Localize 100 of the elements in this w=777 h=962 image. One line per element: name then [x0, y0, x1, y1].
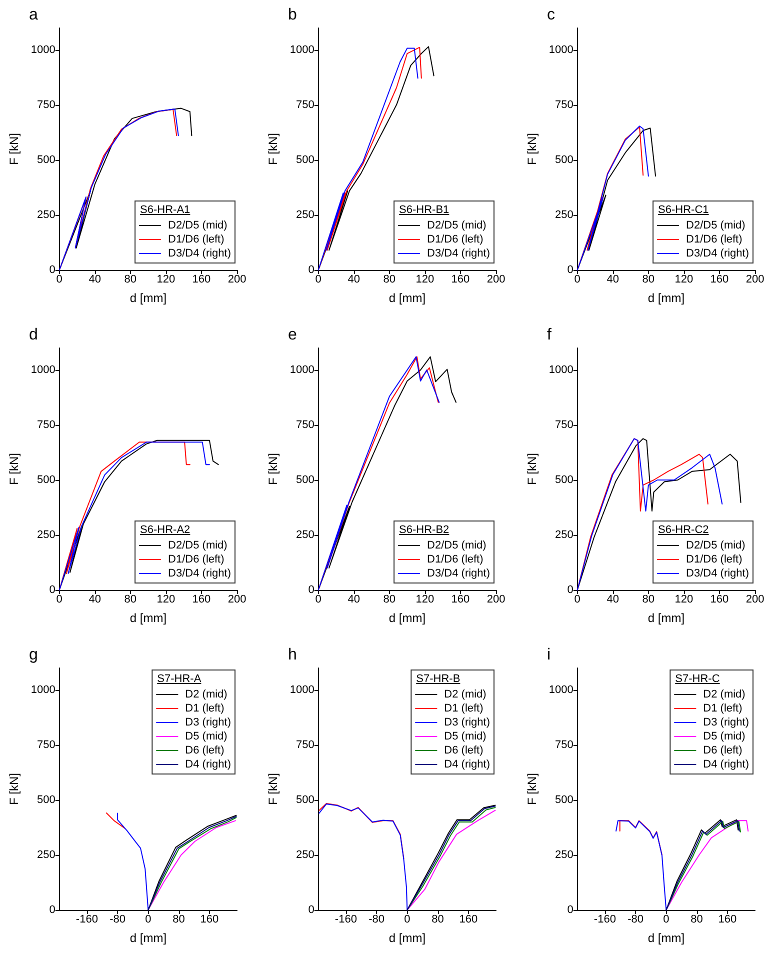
x-tick-label: 80 [690, 914, 703, 926]
x-tick-label: 40 [348, 274, 360, 286]
y-axis-title: F [kN] [266, 773, 280, 805]
legend-label: D3 (right) [444, 716, 490, 728]
y-tick-label: 0 [567, 904, 574, 916]
x-tick-label: 80 [124, 594, 137, 606]
legend-label: D1 (left) [703, 702, 742, 714]
legend-label: D2 (mid) [185, 688, 228, 700]
x-tick-label: 120 [416, 594, 434, 606]
y-axis-title: F [kN] [525, 453, 539, 485]
legend-label: D1/D6 (left) [427, 234, 484, 246]
legend-label: D4 (right) [703, 758, 749, 770]
x-tick-label: 80 [383, 594, 396, 606]
y-tick-label: 500 [555, 154, 574, 166]
x-tick-label: 160 [192, 594, 211, 606]
legend-label: D2/D5 (mid) [427, 540, 486, 552]
y-tick-label: 750 [296, 99, 314, 111]
x-tick-label: 160 [718, 914, 737, 926]
x-tick-label: 160 [710, 594, 729, 606]
legend-label: D1/D6 (left) [168, 554, 224, 566]
legend-label: D3/D4 (right) [168, 568, 232, 580]
x-tick-label: 40 [348, 594, 360, 606]
y-tick-label: 250 [555, 529, 574, 541]
x-axis-title: d [mm] [648, 291, 685, 305]
y-tick-label: 750 [555, 99, 574, 111]
legend-title: S7-HR-C [675, 673, 720, 685]
y-tick-label: 1000 [548, 684, 574, 696]
legend-label: D5 (mid) [703, 730, 746, 742]
legend-label: D1/D6 (left) [686, 234, 742, 246]
x-tick-label: 160 [451, 274, 470, 286]
x-tick-label: 120 [416, 274, 434, 286]
x-axis-title: d [mm] [648, 611, 685, 625]
x-tick-label: 80 [642, 274, 655, 286]
y-tick-label: 500 [37, 474, 56, 486]
y-tick-label: 0 [308, 264, 314, 276]
x-axis-title: d [mm] [388, 611, 426, 625]
y-tick-label: 500 [555, 794, 574, 806]
line-series [117, 812, 149, 910]
y-tick-label: 750 [37, 739, 56, 751]
legend-label: D4 (right) [444, 758, 490, 770]
chart-title: b [288, 6, 297, 24]
y-tick-label: 750 [296, 419, 314, 431]
legend-label: D6 (left) [185, 744, 224, 756]
x-tick-label: 80 [642, 594, 655, 606]
legend-label: D3/D4 (right) [686, 248, 750, 260]
x-tick-label: 160 [192, 274, 211, 286]
x-tick-label: -80 [628, 914, 644, 926]
legend-label: D1/D6 (left) [427, 554, 484, 566]
x-tick-label: 40 [606, 274, 620, 286]
x-tick-label: -160 [594, 914, 616, 926]
y-tick-label: 500 [296, 154, 314, 166]
legend-label: D2/D5 (mid) [168, 220, 228, 232]
y-tick-label: 750 [555, 739, 574, 751]
x-tick-label: 0 [404, 914, 410, 926]
y-tick-label: 250 [37, 209, 56, 221]
y-tick-label: 0 [49, 264, 56, 276]
legend-label: D1/D6 (left) [686, 554, 742, 566]
y-tick-label: 0 [308, 584, 314, 596]
y-tick-label: 1000 [30, 364, 56, 376]
x-tick-label: 160 [459, 914, 478, 926]
y-tick-label: 0 [49, 584, 56, 596]
legend-label: D2/D5 (mid) [168, 540, 228, 552]
x-tick-label: 200 [228, 594, 246, 606]
legend-label: D3/D4 (right) [427, 568, 490, 580]
x-tick-label: -160 [76, 914, 98, 926]
x-tick-label: 80 [124, 274, 137, 286]
y-axis-title: F [kN] [525, 133, 539, 165]
x-tick-label: 80 [172, 914, 185, 926]
chart-title: i [547, 646, 551, 664]
y-tick-label: 750 [37, 99, 56, 111]
legend-title: S6-HR-B2 [399, 524, 450, 536]
x-tick-label: 80 [432, 914, 444, 926]
legend-label: D2/D5 (mid) [686, 220, 746, 232]
y-tick-label: 1000 [290, 684, 314, 696]
x-axis-title: d [mm] [130, 931, 167, 945]
chart-title: e [288, 326, 297, 344]
x-axis-title: d [mm] [130, 291, 167, 305]
legend-label: D3/D4 (right) [168, 248, 232, 260]
y-tick-label: 1000 [290, 44, 314, 56]
x-tick-label: 40 [88, 274, 102, 286]
x-tick-label: 120 [156, 594, 176, 606]
chart-title: d [29, 326, 38, 344]
y-tick-label: 500 [555, 474, 574, 486]
legend-title: S6-HR-C1 [658, 204, 709, 216]
x-tick-label: 0 [663, 914, 670, 926]
legend-label: D2 (mid) [444, 688, 486, 700]
chart-title: h [288, 646, 297, 664]
legend-label: D3/D4 (right) [686, 568, 750, 580]
y-tick-label: 500 [296, 474, 314, 486]
legend-title: S7-HR-A [157, 673, 202, 685]
y-tick-label: 0 [567, 584, 574, 596]
legend-title: S6-HR-B1 [399, 204, 450, 216]
x-tick-label: 40 [606, 594, 620, 606]
chart-title: a [29, 6, 38, 24]
x-tick-label: 160 [451, 594, 470, 606]
y-axis-title: F [kN] [266, 453, 280, 485]
y-axis-title: F [kN] [7, 133, 21, 165]
y-tick-label: 0 [49, 904, 56, 916]
y-tick-label: 250 [296, 529, 314, 541]
legend-label: D3 (right) [703, 716, 749, 728]
